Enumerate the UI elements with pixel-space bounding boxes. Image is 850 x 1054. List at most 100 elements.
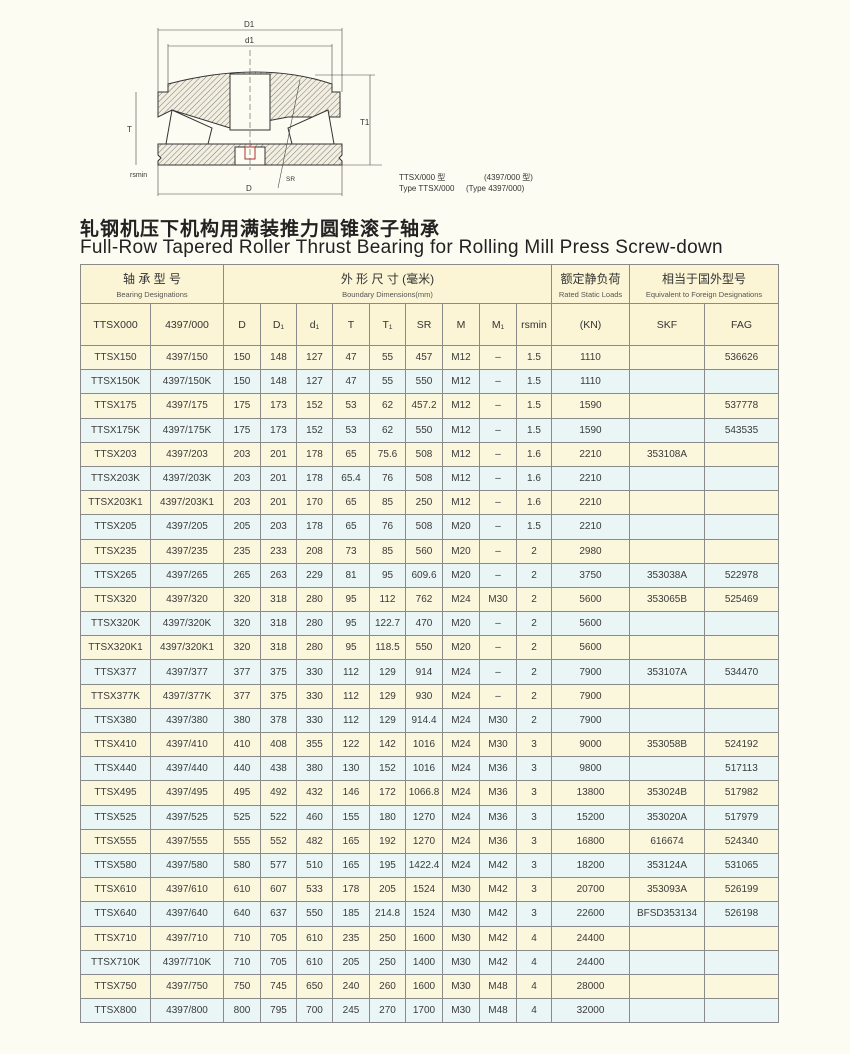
table-cell: 270 [369, 998, 406, 1024]
table-cell [629, 369, 705, 395]
table-cell: M36 [479, 828, 517, 854]
table-cell: – [479, 490, 517, 516]
table-cell: 353108A [629, 441, 705, 467]
table-cell: 4397/203 [150, 441, 224, 467]
table-cell: M20 [442, 635, 480, 661]
column-header: 4397/000 [150, 303, 224, 346]
column-header: D [223, 303, 261, 346]
table-cell: 95 [332, 611, 370, 637]
table-cell: TTSX235 [80, 538, 151, 564]
table-cell: TTSX320K1 [80, 635, 151, 661]
table-cell: 20700 [551, 877, 630, 903]
table-cell: 4397/320 [150, 586, 224, 613]
type-en-alt: (Type 4397/000) [466, 184, 525, 193]
table-cell: 47 [332, 344, 370, 371]
table-cell: TTSX150 [80, 344, 151, 371]
table-cell: 130 [332, 756, 370, 782]
column-header: SKF [629, 303, 705, 346]
table-cell: 229 [296, 562, 333, 588]
table-cell: 4397/377 [150, 659, 224, 685]
table-cell: 318 [260, 611, 297, 637]
table-row: TTSX525 4397/525 525 522 460 155 180 1270 M24 M36… [80, 804, 779, 830]
table-cell: 4397/175K [150, 417, 224, 443]
table-cell: 705 [260, 925, 297, 951]
table-cell: 377 [223, 659, 261, 685]
table-cell: 148 [260, 344, 297, 371]
table-cell: 552 [260, 828, 297, 854]
table-row: TTSX150 4397/150 150 148 127 47 55 457 M12–1.5 11… [80, 344, 779, 371]
table-cell: 457 [405, 344, 443, 371]
table-cell: 3 [516, 756, 552, 782]
table-cell: 4397/440 [150, 756, 224, 782]
table-row: TTSX380 4397/380 380 378 330 112 129 914.4 M24 M3… [80, 707, 779, 734]
table-cell: – [479, 659, 517, 685]
table-cell: 1600 [405, 973, 443, 1000]
table-cell: 526199 [704, 877, 779, 903]
table-cell: 178 [296, 514, 333, 540]
table-cell: 517982 [704, 780, 779, 806]
table-cell: 560 [405, 538, 443, 564]
table-cell: 330 [296, 707, 333, 734]
table-cell: 4397/640 [150, 901, 224, 927]
table-cell: 610 [296, 925, 333, 951]
table-cell: 4397/580 [150, 852, 224, 879]
table-cell: BFSD353134 [629, 901, 705, 927]
table-cell: 482 [296, 828, 333, 854]
table-cell: 245 [332, 998, 370, 1024]
title-english: Full-Row Tapered Roller Thrust Bearing f… [80, 237, 723, 258]
table-cell: M30 [479, 707, 517, 734]
table-cell: 62 [369, 417, 406, 443]
table-cell: 129 [369, 707, 406, 734]
table-cell: 534470 [704, 659, 779, 685]
table-cell: 192 [369, 828, 406, 854]
table-cell [704, 973, 779, 1000]
table-cell: 95 [332, 635, 370, 661]
table-row: TTSX610 4397/610 610 607 533 178 205 1524 M30 M42… [80, 877, 779, 903]
table-cell [704, 441, 779, 467]
table-cell: M24 [442, 756, 480, 782]
table-cell: 62 [369, 393, 406, 419]
table-cell: 2 [516, 635, 552, 661]
table-cell: 318 [260, 635, 297, 661]
table-cell: TTSX265 [80, 562, 151, 588]
table-cell: 517113 [704, 756, 779, 782]
table-cell: TTSX175K [80, 417, 151, 443]
table-cell: 1110 [551, 344, 630, 371]
table-cell: – [479, 393, 517, 419]
table-cell: 1.5 [516, 344, 552, 371]
column-header: d₁ [296, 303, 333, 346]
table-cell: 127 [296, 369, 333, 395]
table-cell: 65.4 [332, 465, 370, 492]
table-cell: 2 [516, 683, 552, 709]
table-cell: M24 [442, 659, 480, 685]
table-cell: M42 [479, 925, 517, 951]
table-cell: 5600 [551, 611, 630, 637]
table-cell: 235 [332, 925, 370, 951]
table-cell: – [479, 344, 517, 371]
table-cell: 380 [296, 756, 333, 782]
table-cell: 3 [516, 901, 552, 927]
table-cell: 24400 [551, 925, 630, 951]
table-cell: 95 [369, 562, 406, 588]
table-cell [704, 514, 779, 540]
table-cell: 4 [516, 973, 552, 1000]
table-cell: 4397/800 [150, 998, 224, 1024]
table-cell: 15200 [551, 804, 630, 830]
table-cell: 250 [369, 949, 406, 975]
table-cell: 508 [405, 514, 443, 540]
table-cell [629, 538, 705, 564]
table-cell: TTSX525 [80, 804, 151, 830]
table-cell: 122 [332, 731, 370, 758]
table-cell: 536626 [704, 344, 779, 371]
table-cell [629, 998, 705, 1024]
table-cell: 4397/150K [150, 369, 224, 395]
table-cell: TTSX580 [80, 852, 151, 879]
table-cell: 1.6 [516, 441, 552, 467]
table-cell: 180 [369, 804, 406, 830]
table-row: TTSX203K 4397/203K 203 201 178 65.4 76 508 M12–1… [80, 465, 779, 492]
table-cell: 260 [369, 973, 406, 1000]
table-cell: M12 [442, 393, 480, 419]
table-cell: 1016 [405, 756, 443, 782]
table-cell: M12 [442, 369, 480, 395]
table-cell: 1016 [405, 731, 443, 758]
